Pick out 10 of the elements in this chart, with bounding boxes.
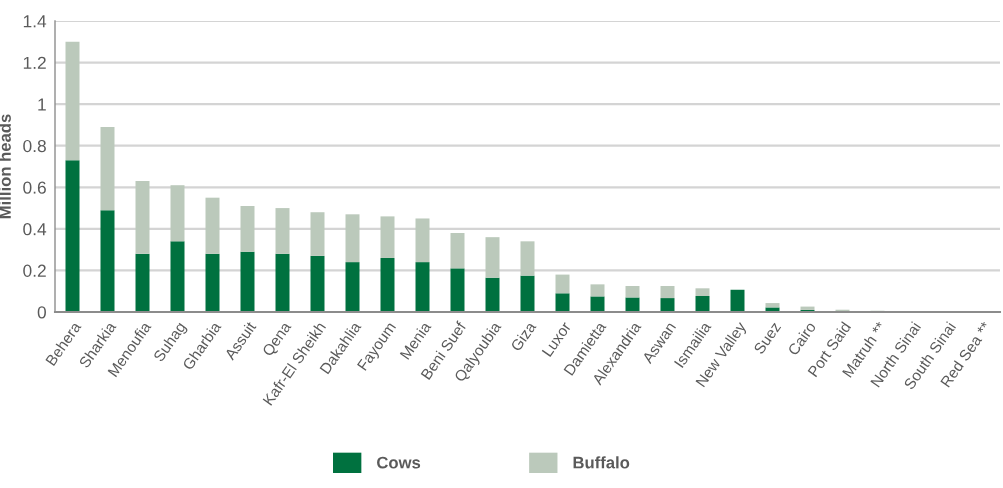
y-tick-label: 0.8 [23, 139, 46, 153]
legend-label: Cows [377, 456, 421, 469]
y-tick-label: 0.2 [23, 264, 46, 277]
y-tick-label: 0 [37, 306, 46, 319]
y-tick-label: 1.2 [23, 56, 46, 69]
y-tick-label: 1.4 [23, 15, 47, 28]
legend-label: Buffalo [573, 456, 630, 469]
y-tick-label: 1 [38, 98, 46, 111]
y-tick-label: 0.4 [23, 223, 47, 236]
y-tick-label: 0.6 [23, 181, 46, 194]
